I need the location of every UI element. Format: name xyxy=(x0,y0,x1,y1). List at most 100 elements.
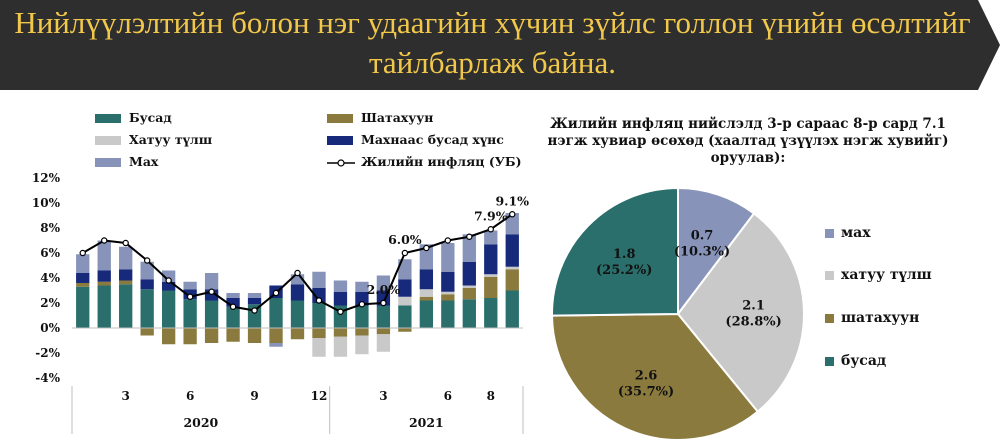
bar-segment-makh xyxy=(333,280,348,292)
title-banner: Нийлүүлэлтийн болон нэг удаагийн хүчин з… xyxy=(0,0,1000,90)
bar-segment-busad xyxy=(226,306,240,328)
bar-segment-makhnaas xyxy=(462,261,476,286)
bar-segment-busad xyxy=(119,284,133,328)
bar-segment-makhnaas xyxy=(398,279,412,297)
bar-segment-shatakhuun xyxy=(140,328,154,336)
bar-segment-makhnaas xyxy=(484,244,498,275)
pie-percent-label: (28.8%) xyxy=(725,315,781,330)
bar-segment-busad xyxy=(462,299,476,328)
inflation-point xyxy=(272,289,280,297)
bar-segment-busad xyxy=(290,300,305,328)
pie-percent-label: (35.7%) xyxy=(618,385,674,400)
bar-segment-makh xyxy=(355,281,369,292)
y-tick-label: -4% xyxy=(35,371,60,385)
x-tick-label: 12 xyxy=(311,389,328,403)
pie-legend-label-makh: мах xyxy=(841,225,871,241)
bar-segment-busad xyxy=(161,290,176,328)
bar-segment-shatakhuun xyxy=(97,281,111,286)
bar-segment-shatakhuun xyxy=(333,328,348,337)
pie-value-label: 2.6 xyxy=(635,369,658,384)
bar-segment-makhnaas xyxy=(441,271,455,292)
bar-segment-shatakhuun xyxy=(355,328,369,336)
inflation-point xyxy=(466,233,473,240)
bar-segment-makh xyxy=(119,246,133,270)
bar-segment-busad xyxy=(76,286,90,328)
pie-labels: 0.7(10.3%) 2.1(28.8%) 2.6(35.7%) 1.8(25.2%) xyxy=(596,228,782,399)
inflation-point xyxy=(380,299,387,307)
pie-chart: 0.7(10.3%) 2.1(28.8%) 2.6(35.7%) 1.8(25.2%) xyxy=(550,186,805,441)
legend-label-makhnaas: Махнаас бусад хүнс xyxy=(361,132,504,147)
inflation-point xyxy=(79,249,86,257)
inflation-point xyxy=(337,308,344,315)
legend-label-inflation: Жилийн инфляц (УБ) xyxy=(361,154,522,169)
bar-segment-makhnaas xyxy=(505,234,519,267)
pie-slice-2 xyxy=(550,312,760,441)
bar-segment-makhnaas xyxy=(226,298,240,307)
bar-segment-busad xyxy=(204,300,219,328)
pie-percent-label: (10.3%) xyxy=(674,244,730,259)
bar-segment-shatakhuun xyxy=(462,288,476,300)
inflation-point xyxy=(229,303,237,310)
x-tick-label: 6 xyxy=(186,389,194,403)
legend-swatch-inflation xyxy=(327,159,355,167)
pie-value-label: 2.1 xyxy=(742,299,765,314)
x-tick-label: 6 xyxy=(444,389,452,403)
x-tick-label: 3 xyxy=(379,389,387,403)
bar-segment-busad xyxy=(97,285,111,328)
bar-segment-khatuu xyxy=(462,285,476,288)
inflation-point xyxy=(315,297,323,304)
bar-segment-makh xyxy=(376,275,391,291)
bar-segment-khatuu xyxy=(355,335,369,355)
pie-percent-label: (25.2%) xyxy=(596,263,652,278)
pie-legend-label-busad: бусад xyxy=(841,353,887,369)
y-tick-label: -2% xyxy=(35,346,60,360)
bar-segment-makh xyxy=(290,274,305,285)
bar-segment-makhnaas xyxy=(247,298,262,305)
bar-segment-busad xyxy=(140,289,154,328)
inflation-point xyxy=(487,226,494,233)
bar-segment-shatakhuun xyxy=(161,328,176,345)
bar-segment-makh xyxy=(312,271,326,288)
bar-segment-makhnaas xyxy=(312,288,326,303)
bar-segment-shatakhuun xyxy=(376,328,391,335)
bar-segment-shatakhuun xyxy=(484,276,498,298)
bar-segment-shatakhuun xyxy=(441,294,455,301)
bar-segment-shatakhuun xyxy=(204,328,219,343)
inflation-point xyxy=(509,211,516,218)
bar-segment-makh xyxy=(97,240,111,271)
x-axis-ticks: 3 6 9 12 3 6 8 2020 2021 xyxy=(122,389,495,430)
bar-segment-busad xyxy=(484,298,498,328)
bar-segment-busad xyxy=(376,305,391,328)
inflation-point xyxy=(208,288,215,295)
bar-segment-makhnaas xyxy=(355,291,369,306)
bar-segments xyxy=(76,213,519,357)
bar-segment-shatakhuun xyxy=(312,328,326,338)
bar-segment-makh xyxy=(76,254,90,273)
bar-segment-khatuu xyxy=(398,296,412,306)
y-tick-label: 12% xyxy=(32,171,61,185)
inflation-line xyxy=(79,211,516,315)
y-tick-label: 10% xyxy=(32,196,61,210)
bar-segment-shatakhuun xyxy=(226,328,240,342)
year-label: 2020 xyxy=(183,415,218,430)
pie-legend-swatch-shatakhuun xyxy=(825,314,834,323)
inflation-point xyxy=(401,249,409,257)
inflation-point xyxy=(358,301,366,308)
bar-segment-makh xyxy=(204,273,219,290)
x-tick-label: 8 xyxy=(487,389,495,403)
bar-segment-busad xyxy=(419,300,434,328)
pie-legend-swatch-khatuu xyxy=(825,271,834,280)
bar-segment-makh xyxy=(484,230,498,245)
legend-label-busad: Бусад xyxy=(129,110,172,125)
data-labels: 2.0% 6.0% 7.9%9.1% xyxy=(367,193,530,297)
pie-slice-3 xyxy=(551,186,679,317)
inflation-point xyxy=(251,307,258,314)
pie-legend-label-khatuu: хатуу түлш xyxy=(841,267,932,283)
bar-segment-shatakhuun xyxy=(290,328,305,340)
inflation-point xyxy=(101,237,108,244)
bar-segment-khatuu xyxy=(505,266,519,270)
y-axis-ticks: -4% -2% 0% 2% 4% 6% 8% 10% 12% xyxy=(32,171,61,385)
bar-segment-makh xyxy=(247,293,262,298)
bar-segment-shatakhuun xyxy=(119,280,133,285)
inflation-point xyxy=(186,293,194,300)
